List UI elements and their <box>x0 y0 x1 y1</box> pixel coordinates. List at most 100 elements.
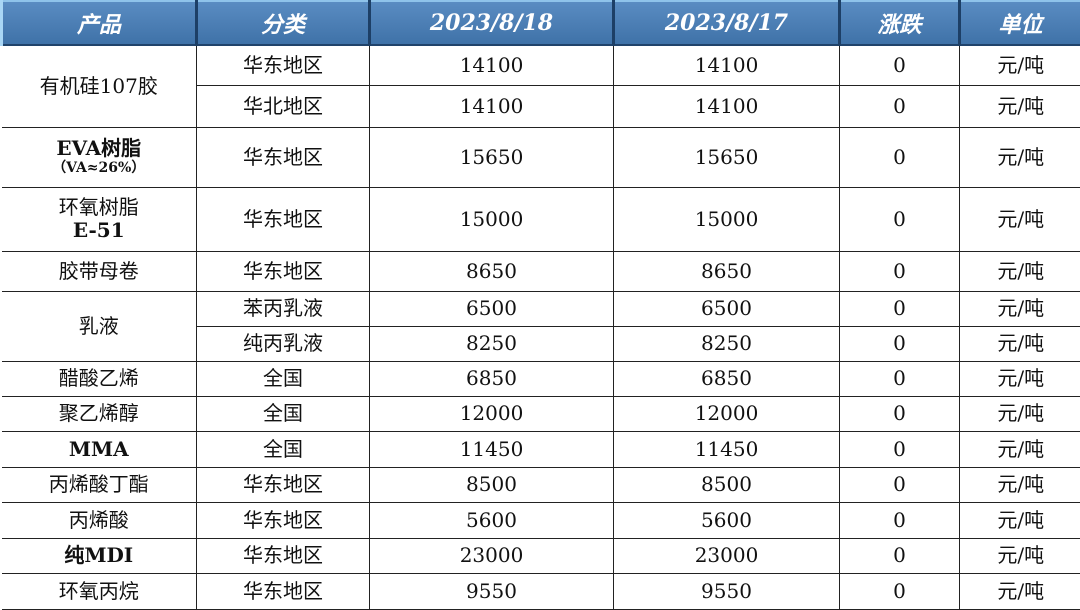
product-cell: 胶带母卷 <box>2 251 197 291</box>
product-name: 环氧丙烷 <box>59 579 139 603</box>
price-date-2-cell: 5600 <box>614 502 840 538</box>
price-date-1-cell: 8650 <box>370 251 614 291</box>
product-cell: 乳液 <box>2 291 197 361</box>
change-cell: 0 <box>840 573 960 609</box>
unit-cell: 元/吨 <box>960 45 1080 85</box>
category-cell: 华东地区 <box>197 502 370 538</box>
header-unit: 单位 <box>960 1 1080 45</box>
product-name: 醋酸乙烯 <box>59 366 139 390</box>
price-date-1-cell: 15000 <box>370 187 614 251</box>
header-row: 产品 分类 2023/8/18 2023/8/17 涨跌 单位 <box>2 1 1080 45</box>
category-cell: 华东地区 <box>197 251 370 291</box>
price-date-2-cell: 8500 <box>614 467 840 502</box>
product-name: 有机硅107胶 <box>40 74 158 98</box>
price-date-2-cell: 6500 <box>614 291 840 326</box>
price-date-2-cell: 14100 <box>614 45 840 85</box>
header-product: 产品 <box>2 1 197 45</box>
product-cell: EVA树脂（VA≈26%） <box>2 127 197 187</box>
unit-cell: 元/吨 <box>960 361 1080 396</box>
category-cell: 华东地区 <box>197 45 370 85</box>
category-cell: 全国 <box>197 431 370 467</box>
change-cell: 0 <box>840 361 960 396</box>
product-name: 丙烯酸丁酯 <box>49 472 149 496</box>
category-cell: 苯丙乳液 <box>197 291 370 326</box>
product-name: 胶带母卷 <box>59 259 139 283</box>
product-model: E-51 <box>2 219 197 242</box>
category-cell: 华东地区 <box>197 573 370 609</box>
unit-cell: 元/吨 <box>960 85 1080 127</box>
price-date-2-cell: 6850 <box>614 361 840 396</box>
change-cell: 0 <box>840 127 960 187</box>
unit-cell: 元/吨 <box>960 431 1080 467</box>
price-date-1-cell: 8500 <box>370 467 614 502</box>
category-cell: 纯丙乳液 <box>197 326 370 361</box>
change-cell: 0 <box>840 326 960 361</box>
product-name: 环氧树脂 <box>59 195 139 219</box>
price-date-2-cell: 15000 <box>614 187 840 251</box>
product-note: （VA≈26%） <box>2 160 197 176</box>
category-cell: 华东地区 <box>197 127 370 187</box>
price-date-2-cell: 8250 <box>614 326 840 361</box>
price-date-2-cell: 23000 <box>614 538 840 573</box>
price-date-1-cell: 23000 <box>370 538 614 573</box>
price-date-2-cell: 12000 <box>614 396 840 431</box>
change-cell: 0 <box>840 431 960 467</box>
change-cell: 0 <box>840 467 960 502</box>
product-cell: 有机硅107胶 <box>2 45 197 127</box>
product-cell: 环氧丙烷 <box>2 573 197 609</box>
category-cell: 华北地区 <box>197 85 370 127</box>
price-date-1-cell: 6500 <box>370 291 614 326</box>
unit-cell: 元/吨 <box>960 291 1080 326</box>
product-cell: 丙烯酸 <box>2 502 197 538</box>
unit-cell: 元/吨 <box>960 251 1080 291</box>
price-date-1-cell: 6850 <box>370 361 614 396</box>
unit-cell: 元/吨 <box>960 502 1080 538</box>
change-cell: 0 <box>840 45 960 85</box>
price-date-1-cell: 14100 <box>370 45 614 85</box>
product-name: MMA <box>69 437 129 461</box>
unit-cell: 元/吨 <box>960 396 1080 431</box>
product-cell: MMA <box>2 431 197 467</box>
category-cell: 华东地区 <box>197 538 370 573</box>
header-date-1: 2023/8/18 <box>370 1 614 45</box>
product-name: 丙烯酸 <box>69 508 129 532</box>
unit-cell: 元/吨 <box>960 326 1080 361</box>
price-date-2-cell: 8650 <box>614 251 840 291</box>
price-date-1-cell: 5600 <box>370 502 614 538</box>
header-change: 涨跌 <box>840 1 960 45</box>
category-cell: 全国 <box>197 361 370 396</box>
category-cell: 华东地区 <box>197 467 370 502</box>
product-name: 乳液 <box>79 314 119 338</box>
product-name: 纯MDI <box>64 543 133 567</box>
change-cell: 0 <box>840 396 960 431</box>
price-date-2-cell: 9550 <box>614 573 840 609</box>
product-cell: 纯MDI <box>2 538 197 573</box>
change-cell: 0 <box>840 187 960 251</box>
product-name: EVA树脂 <box>56 136 141 160</box>
unit-cell: 元/吨 <box>960 127 1080 187</box>
change-cell: 0 <box>840 291 960 326</box>
product-name: 聚乙烯醇 <box>59 401 139 425</box>
header-category: 分类 <box>197 1 370 45</box>
change-cell: 0 <box>840 538 960 573</box>
price-date-2-cell: 15650 <box>614 127 840 187</box>
unit-cell: 元/吨 <box>960 573 1080 609</box>
unit-cell: 元/吨 <box>960 467 1080 502</box>
price-date-1-cell: 15650 <box>370 127 614 187</box>
category-cell: 全国 <box>197 396 370 431</box>
price-date-1-cell: 12000 <box>370 396 614 431</box>
product-cell: 醋酸乙烯 <box>2 361 197 396</box>
price-date-1-cell: 14100 <box>370 85 614 127</box>
product-cell: 丙烯酸丁酯 <box>2 467 197 502</box>
